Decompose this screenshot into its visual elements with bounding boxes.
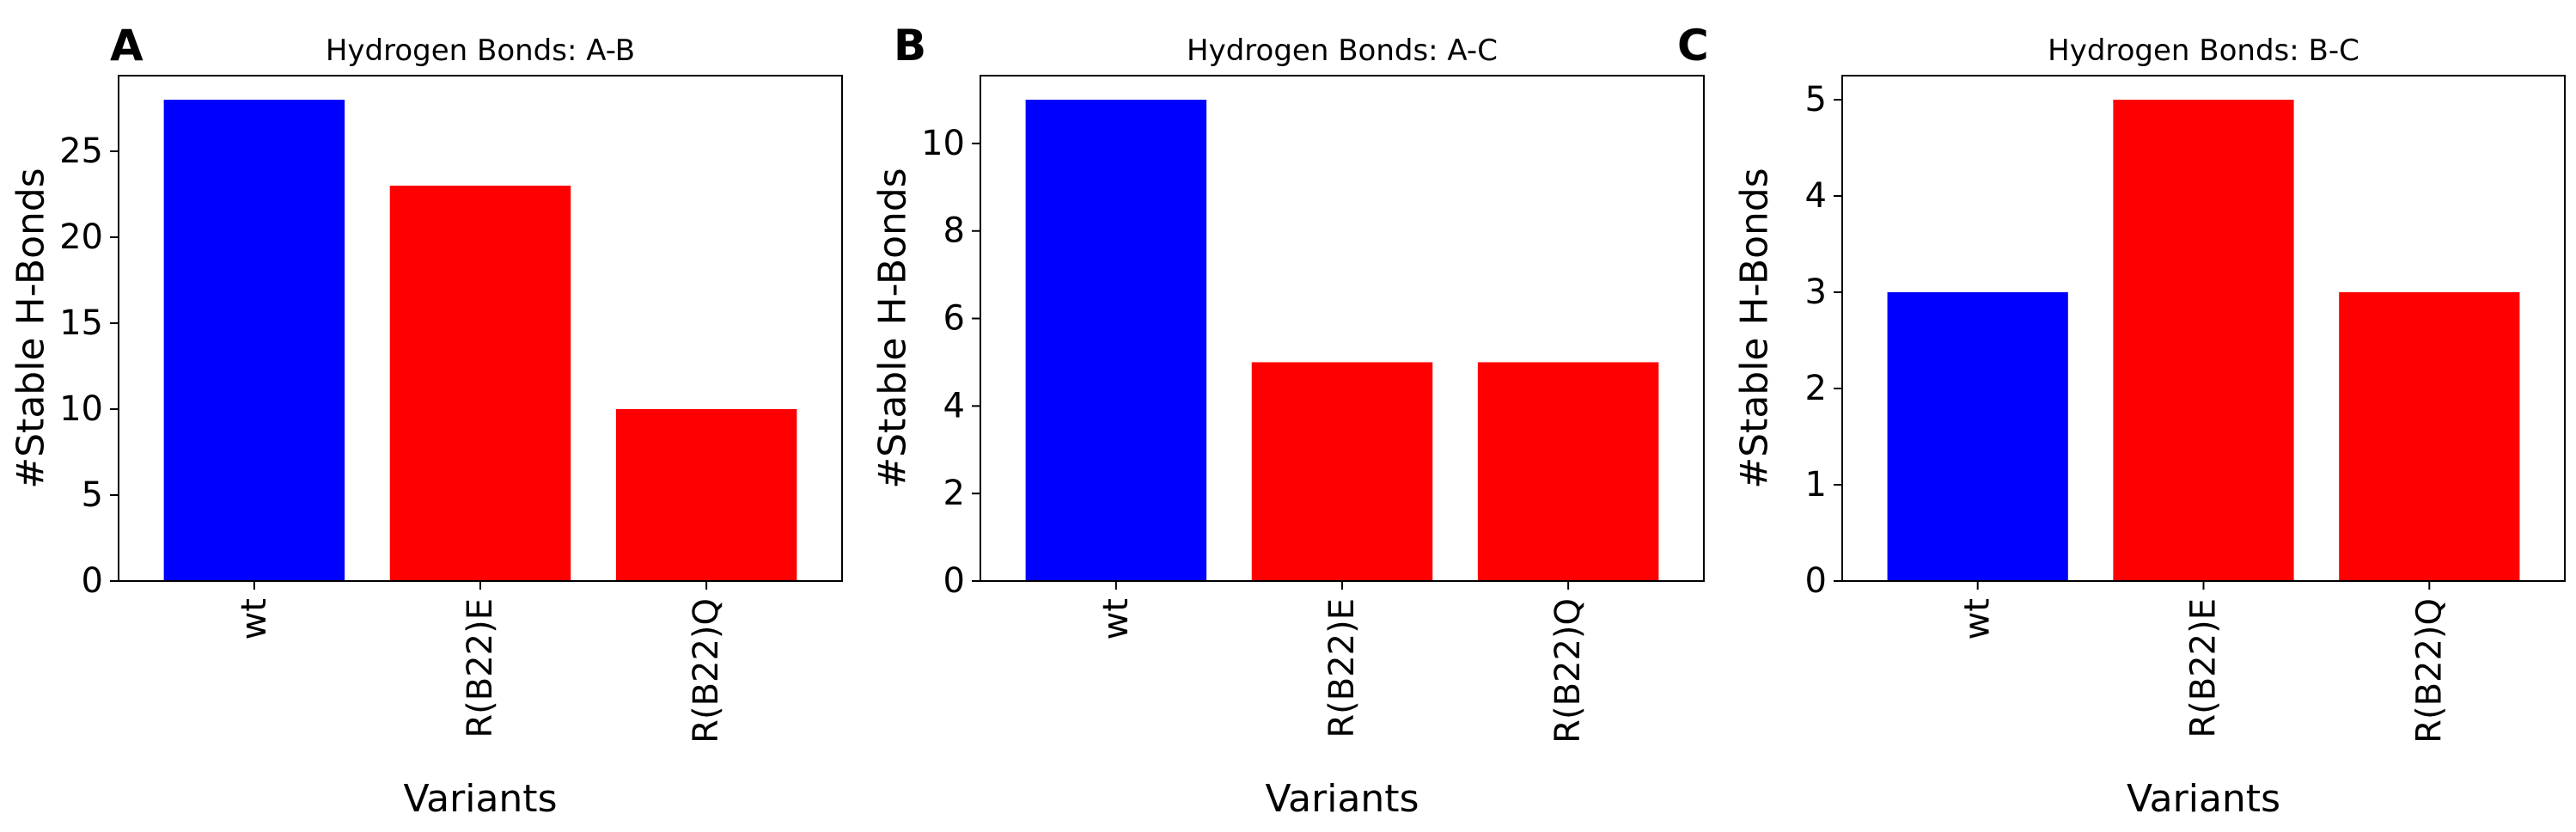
y-tick-label: 4 xyxy=(1805,176,1827,216)
chart-title: Hydrogen Bonds: A-B xyxy=(326,34,635,68)
y-tick-label: 2 xyxy=(1805,369,1827,408)
y-tick-label: 15 xyxy=(59,303,103,343)
y-tick-label: 0 xyxy=(82,561,103,601)
y-tick-label: 0 xyxy=(943,561,965,601)
x-axis-label: Variants xyxy=(2127,777,2280,821)
y-tick-label: 25 xyxy=(59,132,103,171)
chart-panel-a: 0 5 10 15 20 25 wt R(B22)E R(B22)Q Hydrogen Bonds… xyxy=(9,21,843,821)
x-tick-label: R(B22)E xyxy=(1322,598,1362,738)
bar-r-b22-q xyxy=(1477,362,1659,581)
bar-r-b22-e xyxy=(1251,362,1433,581)
x-tick-label: R(B22)Q xyxy=(1548,598,1588,743)
y-axis-label: #Stable H-Bonds xyxy=(871,168,915,488)
y-tick-label: 2 xyxy=(943,474,965,513)
x-axis-label: Variants xyxy=(404,777,558,821)
bar-r-b22-q xyxy=(2339,292,2520,581)
y-tick-label: 0 xyxy=(1805,561,1827,601)
y-tick-label: 10 xyxy=(59,389,103,429)
x-tick-label: R(B22)Q xyxy=(687,598,726,743)
chart-title: Hydrogen Bonds: A-C xyxy=(1187,34,1498,68)
y-tick-label: 20 xyxy=(59,217,103,257)
x-tick-label: R(B22)E xyxy=(461,598,500,738)
bar-wt xyxy=(163,100,345,581)
y-axis-label: #Stable H-Bonds xyxy=(1733,168,1777,488)
panel-label: C xyxy=(1677,21,1709,70)
chart-panel-b: 0 2 4 6 8 10 wt R(B22)E R(B22)Q Hydrogen Bonds: A… xyxy=(871,21,1705,821)
y-tick-label: 5 xyxy=(82,475,103,515)
y-tick-label: 5 xyxy=(1805,80,1827,119)
bar-r-b22-e xyxy=(389,186,571,581)
x-axis-label: Variants xyxy=(1266,777,1419,821)
y-tick-label: 10 xyxy=(921,124,965,163)
bar-r-b22-e xyxy=(2113,100,2294,581)
x-tick-label: R(B22)Q xyxy=(2409,598,2449,743)
y-axis-label: #Stable H-Bonds xyxy=(9,168,53,488)
y-tick-label: 4 xyxy=(943,386,965,425)
x-tick-label: R(B22)E xyxy=(2184,598,2224,738)
x-tick-label: wt xyxy=(1958,598,1998,639)
bar-wt xyxy=(1887,292,2068,581)
bar-r-b22-q xyxy=(615,409,797,581)
x-tick-label: wt xyxy=(235,598,274,639)
chart-panel-c: 0 1 2 3 4 5 wt R(B22)E R(B22)Q Hydrogen Bonds: B-… xyxy=(1677,21,2566,821)
y-tick-label: 8 xyxy=(943,211,965,251)
panel-label: B xyxy=(894,21,926,70)
bar-wt xyxy=(1025,100,1207,581)
y-tick-label: 3 xyxy=(1805,272,1827,312)
x-tick-label: wt xyxy=(1096,598,1136,639)
panel-label: A xyxy=(110,21,143,70)
y-tick-label: 6 xyxy=(943,299,965,339)
y-tick-label: 1 xyxy=(1805,465,1827,505)
chart-title: Hydrogen Bonds: B-C xyxy=(2048,34,2359,68)
